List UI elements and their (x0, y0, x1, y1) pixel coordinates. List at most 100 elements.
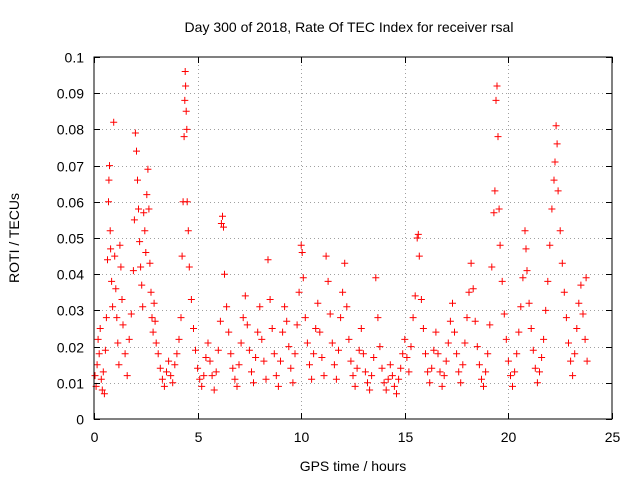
x-tick-label: 15 (398, 429, 414, 445)
data-point (272, 372, 280, 380)
data-point (332, 375, 340, 383)
data-point (424, 368, 432, 376)
data-point (250, 379, 257, 387)
data-point (414, 230, 422, 238)
data-point (287, 364, 295, 372)
data-point (262, 375, 270, 383)
data-point (495, 205, 503, 213)
data-point (513, 350, 521, 358)
data-point (291, 350, 299, 358)
data-point (303, 339, 311, 347)
data-point (182, 82, 190, 90)
data-point (167, 372, 175, 380)
x-tick-label: 0 (91, 429, 99, 445)
data-point (133, 147, 140, 155)
data-point (582, 274, 590, 282)
data-point (517, 303, 525, 311)
data-point (165, 357, 173, 365)
data-point (285, 343, 293, 351)
data-point (183, 198, 191, 206)
data-point (409, 314, 417, 322)
data-point (569, 372, 577, 380)
data-point (301, 314, 309, 322)
data-point (142, 249, 150, 256)
data-point (101, 346, 109, 354)
data-point (308, 375, 316, 383)
data-point (119, 321, 127, 329)
y-axis-label: ROTI / TECUs (6, 193, 22, 283)
data-point (148, 314, 156, 322)
data-point (411, 292, 419, 300)
data-point (184, 227, 192, 235)
data-point (498, 277, 506, 285)
data-point (552, 122, 560, 130)
data-point (146, 259, 154, 267)
data-point (104, 256, 111, 264)
data-point (137, 263, 145, 271)
data-point (260, 357, 268, 365)
data-point (99, 368, 107, 376)
data-point (551, 158, 559, 166)
data-point (471, 317, 479, 325)
data-point (393, 390, 400, 398)
data-point (345, 335, 353, 343)
data-point (523, 267, 531, 275)
data-point (102, 314, 110, 322)
data-point (478, 375, 485, 383)
data-point (136, 238, 144, 246)
data-point (366, 386, 374, 394)
data-point (202, 354, 210, 361)
data-point (295, 288, 303, 296)
data-point (185, 263, 193, 271)
data-point (94, 335, 102, 343)
data-point (434, 350, 442, 358)
x-axis-label: GPS time / hours (300, 458, 407, 474)
data-point (140, 209, 148, 217)
data-point (413, 234, 421, 242)
data-point (583, 357, 591, 365)
data-point (143, 191, 151, 199)
data-point (399, 350, 407, 358)
data-point (449, 299, 456, 307)
data-point (281, 303, 289, 311)
data-point (177, 314, 185, 322)
data-point (343, 303, 351, 311)
data-point (206, 357, 214, 365)
data-point (237, 339, 245, 347)
data-point (299, 274, 307, 282)
data-point (330, 361, 338, 369)
data-point (386, 361, 394, 369)
data-point (370, 354, 378, 361)
y-tick-label: 0 (76, 412, 84, 428)
data-point (121, 350, 129, 358)
data-point (214, 346, 222, 354)
data-point (405, 368, 413, 376)
data-point (571, 350, 579, 358)
data-point (444, 339, 452, 347)
data-point (135, 205, 142, 213)
data-point (548, 205, 556, 213)
data-point (235, 361, 243, 369)
data-point (419, 325, 427, 332)
data-point (428, 364, 436, 372)
data-point (463, 314, 471, 322)
data-point (163, 368, 170, 376)
data-point (145, 205, 153, 213)
data-point (473, 343, 481, 351)
data-point (560, 288, 568, 296)
data-point (493, 82, 501, 90)
data-point (277, 357, 284, 365)
grid-lines (94, 57, 612, 419)
data-point (258, 335, 266, 343)
data-point (106, 227, 114, 235)
data-point (368, 372, 376, 380)
data-point (554, 187, 562, 195)
data-point (395, 375, 403, 383)
data-points (91, 68, 591, 398)
data-point (562, 314, 570, 322)
data-point (461, 339, 469, 347)
data-point (113, 314, 121, 322)
data-point (181, 96, 189, 104)
data-point (349, 372, 357, 380)
data-point (374, 314, 382, 322)
